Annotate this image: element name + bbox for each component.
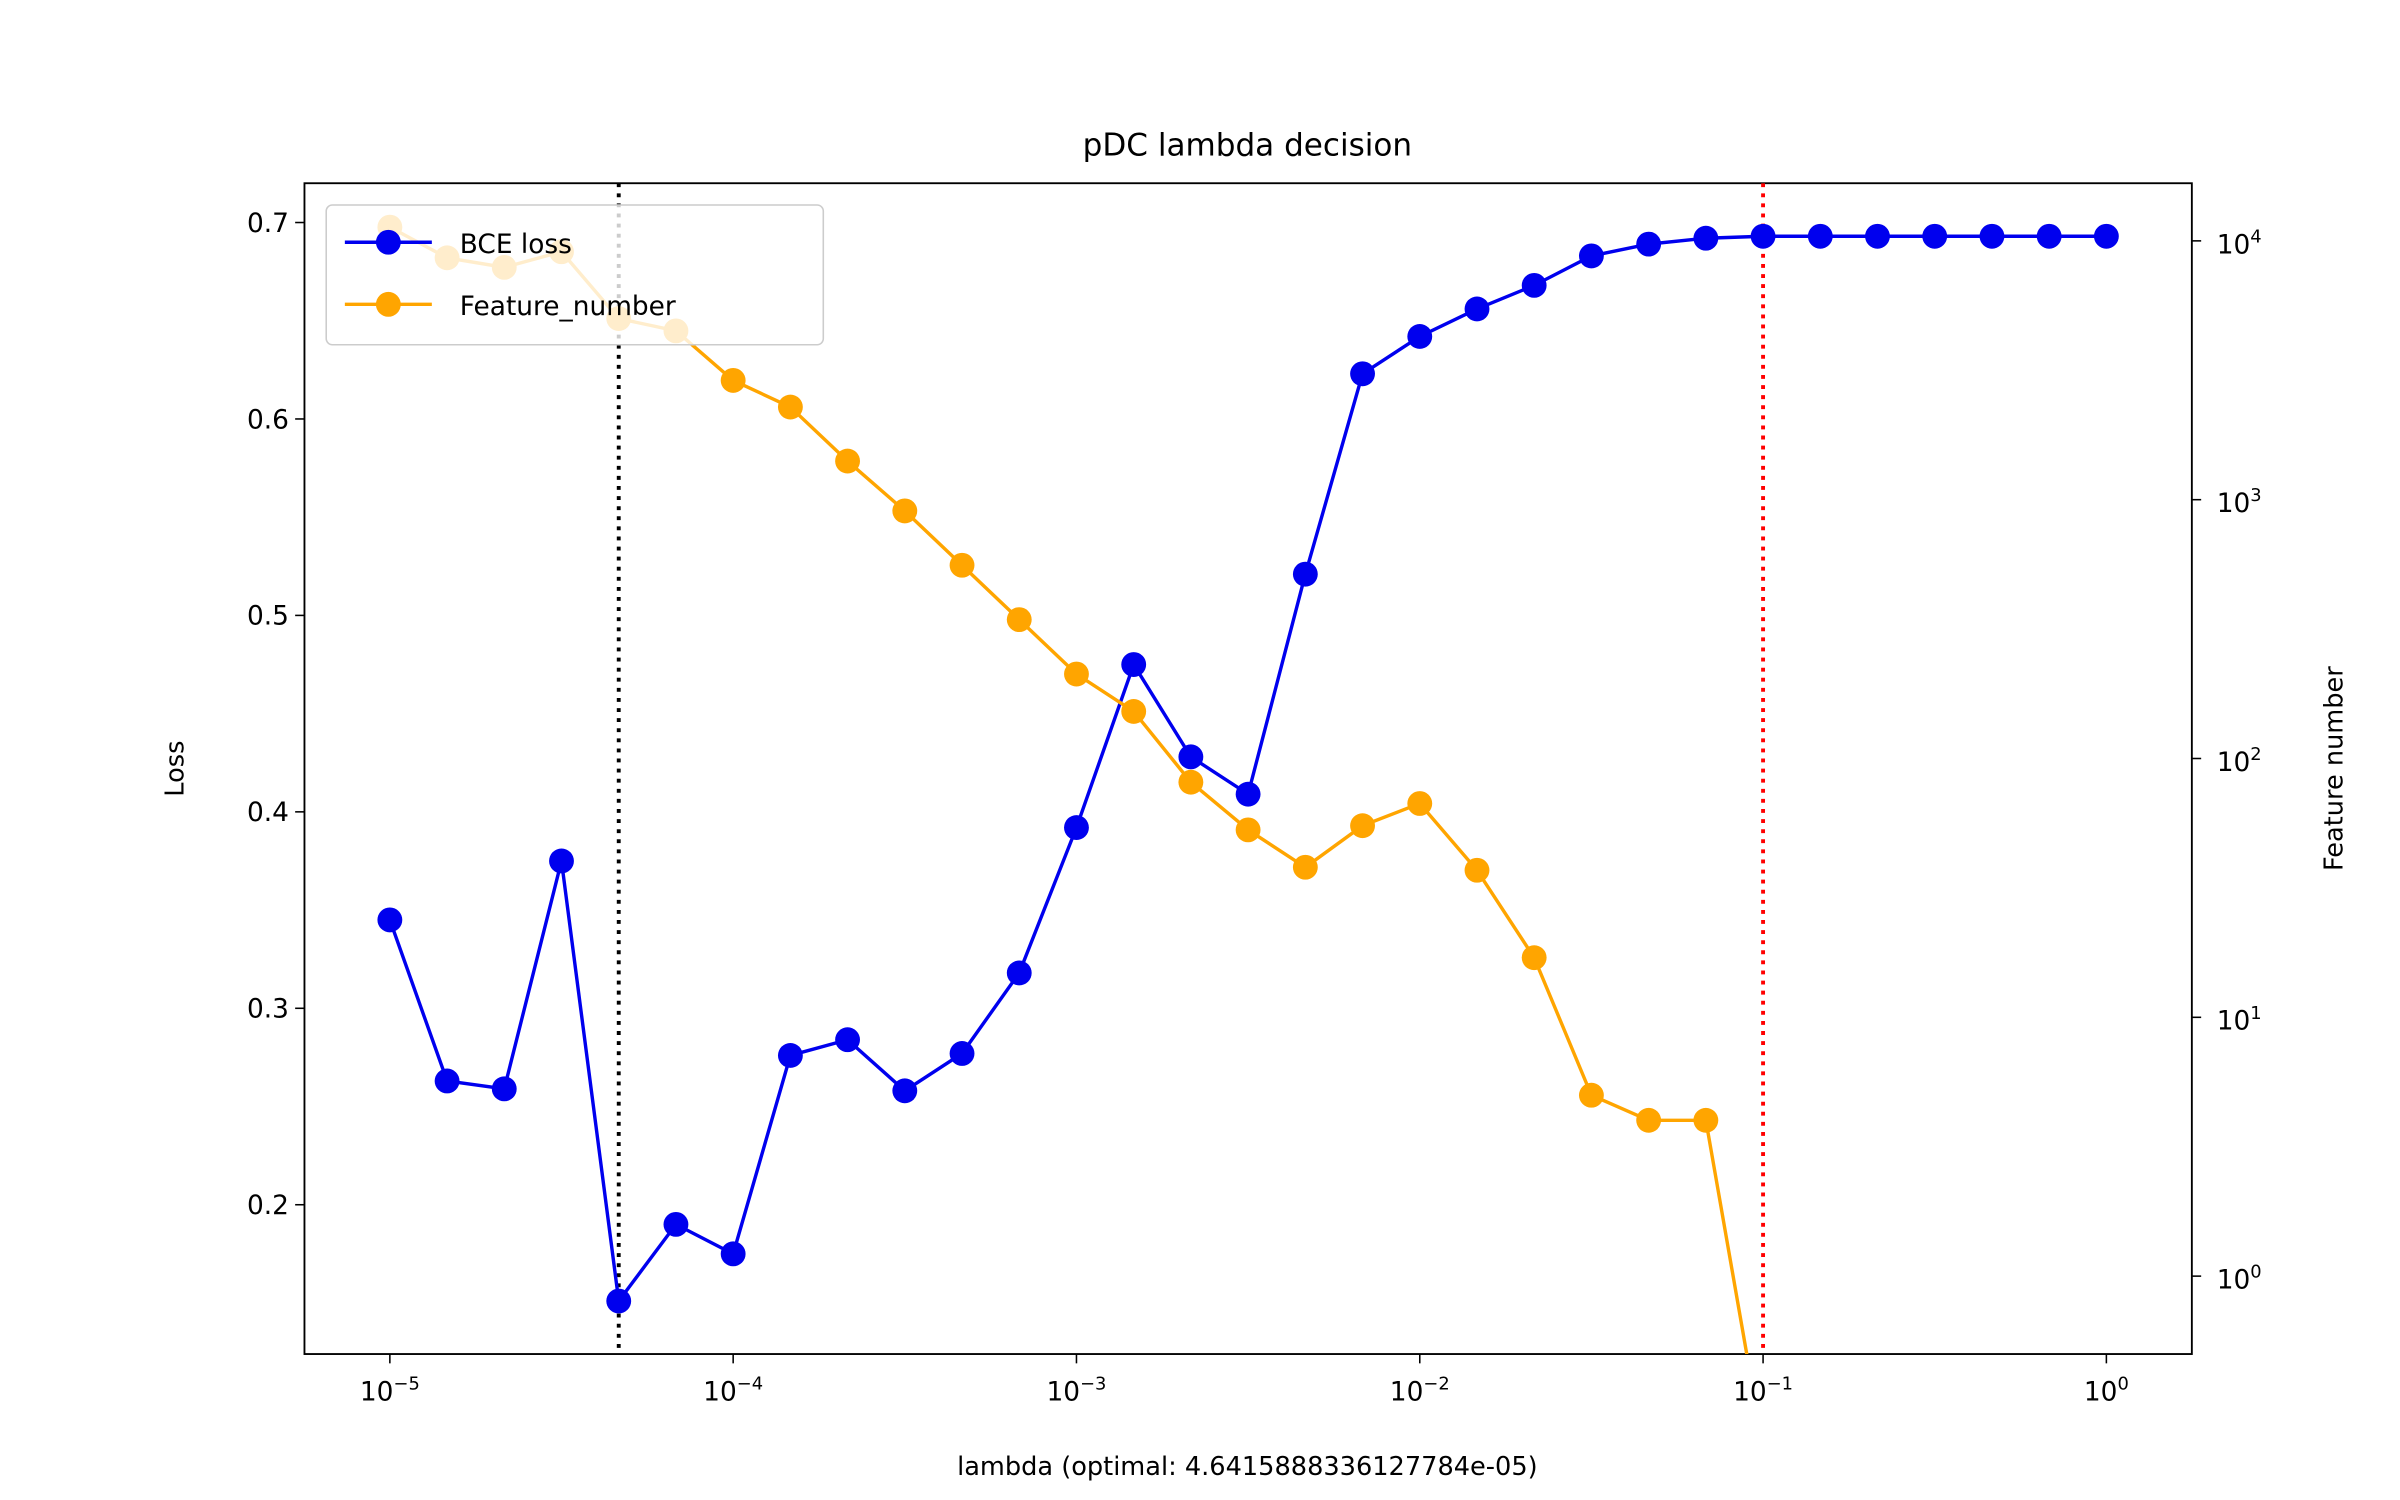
data-point (892, 1078, 918, 1104)
y2-axis-label: Feature number (2320, 666, 2350, 871)
data-point (1292, 854, 1318, 880)
y-axis-label: Loss (160, 741, 190, 797)
data-point (1235, 781, 1261, 807)
data-point (949, 552, 975, 578)
data-point (892, 498, 918, 524)
legend-label: BCE loss (460, 229, 572, 260)
data-point (2093, 223, 2119, 249)
data-point (949, 1041, 975, 1066)
data-point (1178, 769, 1204, 795)
series-line (388, 234, 2107, 1306)
data-point (1693, 225, 1719, 251)
y-tick-label: 0.6 (247, 404, 289, 435)
x-tick-label: 10−1 (1733, 1374, 1793, 1408)
data-point (1350, 813, 1375, 839)
data-point (1578, 243, 1604, 269)
data-point (2037, 1435, 2062, 1460)
data-point (1064, 815, 1089, 840)
data-point (1578, 1082, 1604, 1108)
data-point (835, 448, 860, 474)
data-point (2036, 223, 2062, 249)
y-tick-label: 0.3 (247, 994, 289, 1025)
data-point (491, 1076, 517, 1102)
data-point (1178, 744, 1204, 770)
data-point (1521, 945, 1547, 971)
y2-tick-label: 102 (2217, 744, 2262, 778)
data-point (1064, 661, 1089, 687)
x-axis-label: lambda (optimal: 4.6415888336127784e-05) (957, 1452, 1538, 1482)
y-tick-label: 0.5 (247, 601, 289, 632)
data-point (663, 1211, 689, 1237)
data-point (1750, 223, 1776, 249)
data-point (1407, 791, 1433, 816)
y-tick-label: 0.4 (247, 797, 289, 828)
y2-tick-label: 101 (2217, 1003, 2262, 1037)
y2-tick-label: 100 (2217, 1262, 2262, 1296)
data-point (606, 1288, 632, 1314)
data-point (1807, 223, 1833, 249)
data-point (1006, 960, 1032, 986)
data-point (1922, 223, 1948, 249)
data-point (720, 367, 746, 393)
data-point (1464, 296, 1490, 322)
data-point (1235, 817, 1261, 843)
data-point (1006, 607, 1032, 633)
legend-marker (375, 291, 401, 317)
y-tick-label: 0.2 (247, 1190, 289, 1221)
data-point (1521, 272, 1547, 298)
plot-frame (303, 182, 2193, 1355)
data-point (1865, 223, 1890, 249)
data-point (1922, 1435, 1947, 1460)
legend: BCE loss Feature_number (325, 204, 825, 346)
x-tick-label: 100 (2084, 1374, 2129, 1408)
data-point (1808, 1435, 1833, 1460)
data-point (777, 394, 803, 420)
data-point (835, 1027, 860, 1053)
y2-tick-label: 103 (2217, 485, 2262, 519)
y2-tick-label: 104 (2217, 226, 2262, 260)
data-point (1636, 1107, 1662, 1133)
data-point (1751, 1435, 1776, 1460)
data-point (549, 848, 574, 874)
data-point (1980, 1435, 2005, 1460)
legend-marker (375, 229, 401, 255)
y-tick-label: 0.7 (247, 208, 289, 239)
data-point (720, 1241, 746, 1267)
plot-area (377, 183, 2119, 1460)
data-point (1350, 361, 1375, 387)
data-point (1865, 1435, 1890, 1460)
data-point (1979, 223, 2005, 249)
data-point (1693, 1107, 1719, 1133)
x-tick-label: 10−5 (360, 1374, 420, 1408)
data-point (1636, 231, 1662, 257)
data-point (377, 907, 403, 933)
data-point (777, 1043, 803, 1068)
x-tick-label: 10−3 (1046, 1374, 1106, 1408)
data-point (1121, 652, 1147, 677)
legend-label: Feature_number (460, 291, 676, 322)
data-point (1464, 857, 1490, 883)
data-point (1407, 324, 1433, 349)
legend-box (325, 204, 825, 346)
data-point (1292, 561, 1318, 587)
x-tick-label: 10−2 (1390, 1374, 1450, 1408)
data-point (434, 1068, 460, 1094)
chart-title: pDC lambda decision (1083, 127, 1412, 163)
data-point (2094, 1435, 2119, 1460)
x-tick-label: 10−4 (703, 1374, 763, 1408)
data-point (1121, 699, 1147, 724)
